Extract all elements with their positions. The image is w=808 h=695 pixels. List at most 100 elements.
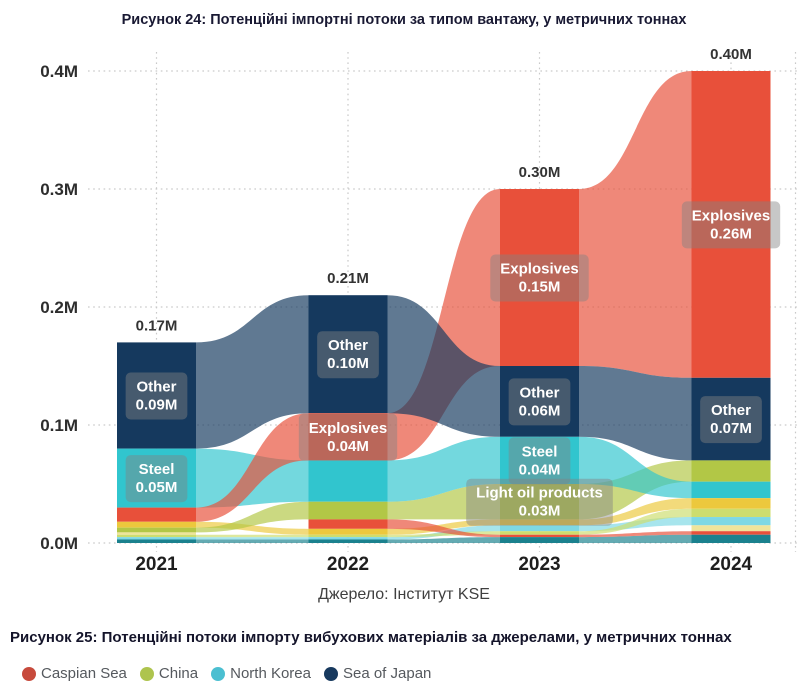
legend-item-label: China xyxy=(158,665,199,682)
column-total-label: 0.21M xyxy=(327,270,369,287)
svg-text:Steel: Steel xyxy=(139,461,175,478)
svg-text:0.26M: 0.26M xyxy=(710,225,752,242)
flow-olive xyxy=(387,484,500,520)
flow-darkteal xyxy=(579,534,692,543)
svg-text:Other: Other xyxy=(328,337,368,354)
node-2023-red xyxy=(500,189,579,366)
node-2023-darkteal xyxy=(500,537,579,543)
node-2023-navy xyxy=(500,366,579,437)
svg-text:0.04M: 0.04M xyxy=(519,461,561,478)
node-2024-redsmall xyxy=(691,531,771,535)
flow-cyan xyxy=(196,537,309,540)
node-2022-darkteal xyxy=(308,539,388,543)
x-axis-year-label: 2022 xyxy=(327,554,369,575)
node-2022-navy xyxy=(308,295,388,414)
node-2021-darkteal xyxy=(117,539,196,543)
node-2021-red xyxy=(117,507,196,522)
node-2022-red xyxy=(308,413,388,461)
legend-item-label: Sea of Japan xyxy=(342,665,432,682)
flow-lightgreen xyxy=(579,508,692,535)
legend-dot-icon xyxy=(22,666,36,681)
node-2023-olive xyxy=(500,484,579,520)
svg-text:Steel: Steel xyxy=(522,443,558,460)
node-2024-yellow xyxy=(691,498,771,509)
x-axis-year-label: 2024 xyxy=(710,554,753,575)
x-axis-year-label: 2021 xyxy=(135,554,178,575)
svg-text:Light oil products: Light oil products xyxy=(476,485,603,502)
node-2022-yellow xyxy=(308,528,388,535)
node-2022-teal xyxy=(308,460,388,502)
node-2021-lightgreen xyxy=(117,534,196,538)
node-2024-cyan xyxy=(691,517,771,526)
flow-yellow xyxy=(579,498,692,526)
legend-item-sea-of-japan[interactable]: Sea of Japan xyxy=(323,665,432,682)
flow-navy xyxy=(579,366,692,461)
legend-item-north-korea[interactable]: North Korea xyxy=(211,665,311,682)
flow-red xyxy=(579,71,692,378)
flow-chart-svg: 0.4M0.3M0.2M0.1M0.0MOther0.09MSteel0.05M… xyxy=(40,46,798,575)
svg-text:0.03M: 0.03M xyxy=(519,503,561,520)
flow-teal xyxy=(387,436,500,502)
node-2021-teal xyxy=(117,448,196,508)
y-axis-tick: 0.4M xyxy=(40,62,78,81)
svg-text:0.05M: 0.05M xyxy=(136,479,178,496)
flow-redsmall xyxy=(579,531,692,538)
figure24-title: Рисунок 24: Потенційні імпортні потоки з… xyxy=(121,12,687,28)
flow-red xyxy=(196,413,309,522)
legend-dot-icon xyxy=(323,666,338,681)
svg-text:0.10M: 0.10M xyxy=(327,355,369,372)
flow-redsmall xyxy=(387,519,500,538)
figure25-legend: Caspian Sea China North Korea Sea of Japan xyxy=(22,665,431,682)
legend-item-china[interactable]: China xyxy=(139,665,199,682)
node-2022-olive xyxy=(308,501,388,520)
node-2022-redsmall xyxy=(308,519,388,529)
legend-dot-icon xyxy=(211,666,226,681)
y-axis-tick: 0.2M xyxy=(40,298,78,317)
svg-text:Other: Other xyxy=(519,384,559,401)
column-total-label: 0.40M xyxy=(710,46,752,63)
legend-item-label: Caspian Sea xyxy=(41,665,127,682)
node-2021-olive xyxy=(117,527,196,533)
node-2024-darkteal xyxy=(691,534,771,543)
legend-item-label: North Korea xyxy=(230,665,311,682)
node-2023-cyan xyxy=(500,525,579,532)
y-axis-tick: 0.3M xyxy=(40,180,78,199)
svg-text:Other: Other xyxy=(136,379,176,396)
legend-dot-icon xyxy=(139,666,154,681)
node-2024-teal xyxy=(691,481,771,499)
flow-teal xyxy=(579,436,692,499)
node-2023-lightgreen xyxy=(500,531,579,535)
svg-text:Explosives: Explosives xyxy=(500,261,578,278)
flow-darkteal xyxy=(387,537,500,543)
x-axis-year-label: 2023 xyxy=(518,554,560,575)
svg-text:Other: Other xyxy=(711,402,751,419)
node-2021-yellow xyxy=(117,521,196,528)
svg-text:Explosives: Explosives xyxy=(692,207,770,224)
svg-text:0.15M: 0.15M xyxy=(519,279,561,296)
node-2024-red xyxy=(691,71,771,378)
flow-lightgreen xyxy=(387,531,500,538)
flow-darkteal xyxy=(196,539,309,543)
node-2024-lightyellow xyxy=(691,525,771,532)
figure24-flow-chart: 0.4M 0.3M 0.2M 0.1M 0.0M Other 0.09M Steel 0.05M… xyxy=(40,46,798,575)
svg-text:Explosives: Explosives xyxy=(309,420,387,437)
y-axis-tick: 0.1M xyxy=(40,416,78,435)
legend-item-caspian-sea[interactable]: Caspian Sea xyxy=(22,665,127,682)
node-2021-navy xyxy=(117,342,196,449)
flow-navy xyxy=(387,295,500,437)
node-2024-navy xyxy=(691,377,771,461)
node-2023-teal xyxy=(500,436,579,484)
y-axis-tick: 0.0M xyxy=(40,534,78,553)
node-2024-olive xyxy=(691,460,771,482)
node-2024-lightgreen xyxy=(691,508,771,518)
node-2022-cyan xyxy=(308,537,388,540)
